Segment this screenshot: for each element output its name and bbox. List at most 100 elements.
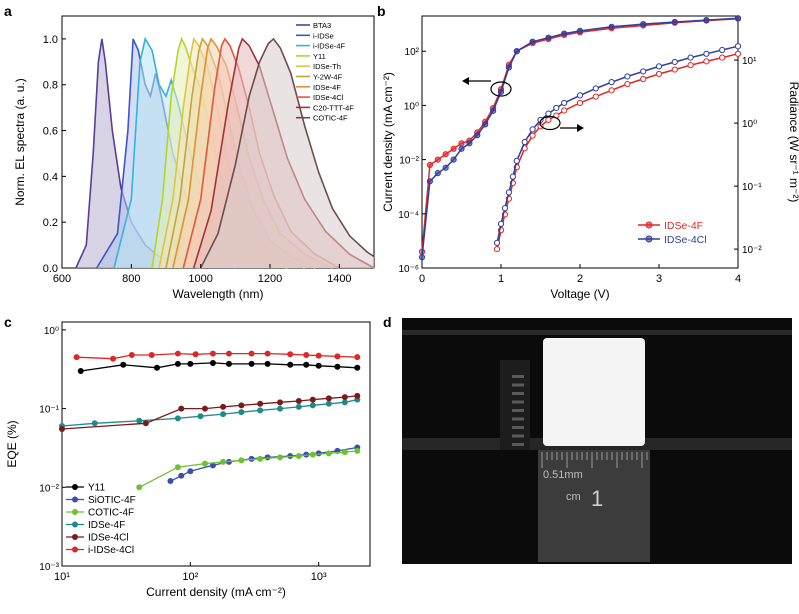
point-Y11 <box>209 359 216 366</box>
ytick-label-a: 0.0 <box>43 263 58 275</box>
point-IDSe-4F <box>309 402 316 409</box>
point-radiance <box>640 68 647 75</box>
point-IDSe-4F <box>136 417 143 424</box>
legend-label-b: IDSe-4Cl <box>664 234 707 246</box>
point-IDSe-4Cl <box>220 403 227 410</box>
point-COTIC-4F <box>341 449 348 456</box>
legend-label-c: COTIC-4F <box>88 508 134 519</box>
xtick-label-c: 10¹ <box>54 571 70 583</box>
point-SiOTIC-4F <box>167 478 174 485</box>
point-IDSe-4F <box>341 399 348 406</box>
panel-letter-a: a <box>4 3 12 19</box>
point-current <box>442 164 449 171</box>
point-current <box>482 121 489 128</box>
legend-label-a: IDSe-Th <box>313 62 341 71</box>
point-radiance <box>521 138 528 146</box>
point-i-IDSe-4Cl <box>192 351 199 358</box>
point-radiance <box>505 189 512 196</box>
contact-pad <box>512 426 524 429</box>
xlabel-c: Current density (mA cm⁻²) <box>146 585 286 599</box>
ytick-label-b-right: 10⁰ <box>742 119 757 130</box>
point-radiance <box>719 46 726 54</box>
point-i-IDSe-4Cl <box>264 350 271 357</box>
point-current <box>608 23 615 30</box>
point-Y11 <box>264 360 271 367</box>
point-radiance <box>640 75 647 83</box>
panel-letter-b: b <box>377 3 386 19</box>
legend-label-a: Y-2W-4F <box>313 73 343 82</box>
point-current <box>671 18 678 26</box>
point-i-IDSe-4Cl <box>73 354 80 361</box>
point-current <box>576 27 584 35</box>
point-IDSe-4F <box>238 409 245 416</box>
point-Y11 <box>154 364 161 371</box>
ytick-label-b-left: 10⁰ <box>404 101 419 112</box>
ytick-label-b-right: 10⁻¹ <box>742 182 762 193</box>
point-SiOTIC-4F <box>178 472 185 479</box>
point-i-IDSe-4Cl <box>334 353 341 360</box>
point-IDSe-4F <box>174 415 181 422</box>
panel-c-eqe: 10¹ 10² 10³ 10⁻³ 10⁻² 10⁻¹ 10⁰ Current density … <box>5 321 371 599</box>
legend-marker-b <box>645 221 653 229</box>
point-radiance <box>509 173 516 180</box>
point-current <box>529 38 536 45</box>
point-i-IDSe-4Cl <box>354 354 361 361</box>
point-Y11 <box>287 361 294 368</box>
area-COTIC-4F <box>200 38 374 269</box>
point-current <box>442 151 449 158</box>
ytick-label-b-left: 10⁻⁴ <box>398 210 419 221</box>
point-Y11 <box>187 360 194 367</box>
panel-b-jvr: 0 1 2 3 4 10⁻⁶ 10⁻⁴ 10⁻² 10⁰ 10² 10⁻² 10⁻¹ 10⁰ 10¹ Vol… <box>381 15 799 301</box>
xtick-label-a: 800 <box>122 273 140 285</box>
legend-label-a: C20-TTT-4F <box>313 103 354 112</box>
xtick-label-b: 3 <box>656 273 662 285</box>
contact-pad <box>512 400 524 404</box>
ytick-label-c: 10⁻² <box>39 483 59 494</box>
point-COTIC-4F <box>201 460 208 467</box>
point-current <box>640 21 647 28</box>
ytick-label-b-left: 10⁻⁶ <box>398 264 419 275</box>
point-Y11 <box>315 362 322 369</box>
legend-label-a: BTA3 <box>313 21 331 30</box>
ytick-label-c: 10⁰ <box>44 326 59 337</box>
ytick-label-a: 1.0 <box>43 34 58 46</box>
point-COTIC-4F <box>257 455 264 462</box>
xtick-label-a: 1200 <box>258 273 282 285</box>
point-radiance <box>493 239 501 246</box>
point-IDSe-4F <box>91 420 98 427</box>
xtick-label-a: 1400 <box>327 273 351 285</box>
point-current <box>450 156 457 163</box>
point-Y11 <box>354 364 361 371</box>
point-COTIC-4F <box>174 464 181 471</box>
point-SiOTIC-4F <box>264 454 271 461</box>
ruler <box>538 450 650 562</box>
point-Y11 <box>303 361 310 368</box>
point-radiance <box>561 107 568 114</box>
point-radiance <box>624 73 631 80</box>
xtick-label-b: 1 <box>498 273 504 285</box>
area-BTA3 <box>75 38 201 269</box>
point-COTIC-4F <box>136 484 143 491</box>
point-current <box>434 156 441 163</box>
panel-letter-d: d <box>383 314 392 330</box>
point-i-IDSe-4Cl <box>303 351 310 358</box>
point-current <box>490 107 497 114</box>
point-IDSe-4F <box>277 405 284 412</box>
point-radiance <box>501 205 509 212</box>
ytick-label-c: 10⁻³ <box>39 562 59 573</box>
contact-pad <box>512 443 524 446</box>
ruler-unit-label: cm <box>566 491 581 503</box>
point-COTIC-4F <box>277 454 284 461</box>
glowing-pixel <box>543 338 645 446</box>
point-IDSe-4F <box>295 403 302 410</box>
ylabel-b-right: Radiance (W sr⁻¹ m⁻²) <box>787 82 799 203</box>
point-COTIC-4F <box>238 457 245 464</box>
axes-frame-c <box>61 321 371 567</box>
point-COTIC-4F <box>295 452 302 459</box>
point-IDSe-4Cl <box>238 402 245 409</box>
point-radiance <box>529 126 536 133</box>
point-SiOTIC-4F <box>187 468 194 475</box>
legend-marker-c <box>72 546 78 553</box>
point-Y11 <box>248 360 255 367</box>
